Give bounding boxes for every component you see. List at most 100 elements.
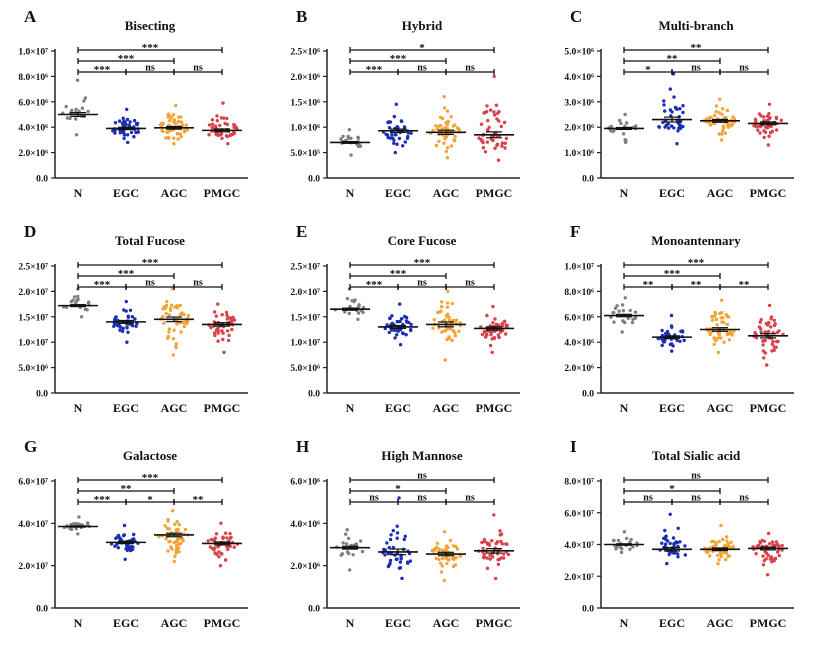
x-tick-label: EGC xyxy=(113,186,139,200)
y-tick-label: 6.0×10⁷ xyxy=(18,478,48,488)
data-point xyxy=(624,536,629,541)
data-point xyxy=(177,522,181,527)
significance-label: *** xyxy=(142,472,159,484)
data-point xyxy=(159,123,164,128)
data-point xyxy=(212,331,217,335)
data-point xyxy=(345,550,350,554)
data-point xyxy=(175,131,180,136)
data-point xyxy=(500,542,505,546)
data-point xyxy=(171,337,176,341)
data-point xyxy=(87,300,91,304)
data-point xyxy=(712,342,716,346)
x-tick-label: AGC xyxy=(161,186,188,200)
data-point xyxy=(406,134,410,139)
data-point xyxy=(345,528,349,532)
panel-letter: F xyxy=(570,222,580,241)
data-point xyxy=(128,547,132,551)
data-point xyxy=(720,311,724,315)
data-point xyxy=(710,318,715,322)
data-point xyxy=(496,558,500,562)
data-point xyxy=(724,313,728,317)
panel-b: B Hybrid 0.0 5.0×10⁵ 1.0×10⁶ 1.5×10⁶ 2.0×10⁶ 2.… xyxy=(272,0,550,215)
significance-label: *** xyxy=(390,53,407,65)
data-point xyxy=(390,314,394,318)
data-point xyxy=(678,339,682,343)
data-point xyxy=(481,546,485,551)
significance-label: *** xyxy=(94,279,111,291)
data-point xyxy=(224,134,229,138)
data-point xyxy=(172,328,176,332)
data-point xyxy=(762,129,766,133)
data-point xyxy=(721,537,725,542)
data-point xyxy=(490,337,494,341)
data-point xyxy=(496,562,501,566)
panel-letter: B xyxy=(296,7,307,26)
data-point xyxy=(727,338,732,342)
data-point xyxy=(124,299,128,304)
data-point xyxy=(124,547,128,551)
data-point xyxy=(770,560,774,564)
data-point xyxy=(752,124,756,128)
data-point xyxy=(347,128,351,132)
data-point xyxy=(174,345,178,350)
data-point xyxy=(401,144,405,148)
data-point xyxy=(761,554,765,558)
data-point xyxy=(496,158,501,162)
data-point xyxy=(223,531,228,535)
data-point xyxy=(126,140,130,145)
significance-label: *** xyxy=(142,257,159,269)
data-point xyxy=(173,522,177,526)
data-point xyxy=(216,339,220,343)
data-point xyxy=(353,298,357,302)
data-point xyxy=(121,326,125,331)
data-point xyxy=(122,523,127,528)
data-point xyxy=(186,314,191,318)
data-point xyxy=(725,108,730,113)
data-point xyxy=(479,122,484,126)
y-tick-label: 1.5×10⁶ xyxy=(290,98,320,108)
significance-label: ns xyxy=(739,63,749,74)
data-point xyxy=(676,552,680,556)
data-point xyxy=(443,358,447,362)
data-point xyxy=(437,139,441,144)
significance-label: * xyxy=(395,483,401,495)
data-point xyxy=(758,541,763,545)
data-point xyxy=(397,566,402,570)
data-point xyxy=(174,342,178,346)
data-point xyxy=(395,524,399,528)
y-tick-label: 8.0×10⁶ xyxy=(564,288,594,298)
y-tick-label: 2.0×10⁶ xyxy=(18,149,48,159)
data-point xyxy=(619,121,623,126)
data-point xyxy=(631,545,635,549)
data-point xyxy=(445,305,450,309)
x-tick-label: N xyxy=(74,401,83,415)
data-point xyxy=(720,112,724,117)
data-point xyxy=(391,136,395,140)
data-point xyxy=(451,124,456,128)
data-point xyxy=(434,143,439,148)
significance-label: * xyxy=(669,483,675,495)
data-point xyxy=(403,314,407,319)
panel-title: Multi-branch xyxy=(658,18,734,33)
data-point xyxy=(482,552,486,556)
data-point xyxy=(719,138,724,142)
data-point xyxy=(359,539,363,543)
data-point xyxy=(721,107,725,111)
data-point xyxy=(502,556,506,560)
data-point xyxy=(720,132,724,136)
data-point xyxy=(80,106,85,110)
data-point xyxy=(761,563,766,567)
data-point xyxy=(766,323,770,327)
data-point xyxy=(232,125,236,130)
data-point xyxy=(395,536,399,540)
data-point xyxy=(344,532,348,536)
data-point xyxy=(451,329,456,333)
data-point xyxy=(351,553,355,557)
y-tick-label: 2.0×10⁷ xyxy=(18,288,48,298)
data-point xyxy=(74,107,78,112)
data-point xyxy=(397,136,402,141)
data-point xyxy=(224,310,229,315)
data-point xyxy=(173,554,177,558)
data-point xyxy=(232,122,236,127)
data-point xyxy=(165,299,169,304)
